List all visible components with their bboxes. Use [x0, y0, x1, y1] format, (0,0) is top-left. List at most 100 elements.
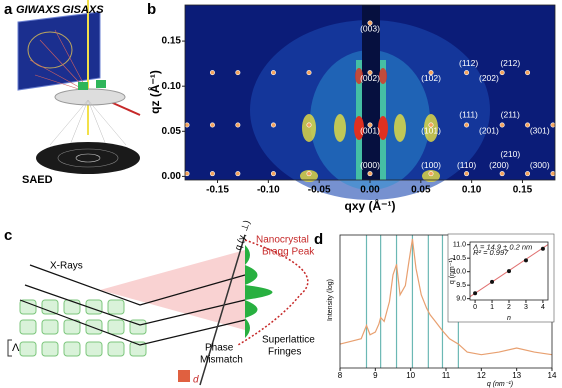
data-point	[270, 70, 276, 76]
annotation: (211)	[501, 109, 520, 119]
x-tick-label: 0.05	[411, 185, 431, 196]
y-tick-label: 9.5	[456, 282, 466, 289]
data-point	[464, 70, 470, 76]
annotation: (112)	[459, 58, 478, 68]
panel-label: d	[314, 231, 323, 248]
label: Superlattice	[262, 335, 315, 346]
y-tick-label: 11.0	[453, 242, 466, 249]
data-point	[550, 122, 556, 128]
x-tick-label: 10	[406, 371, 415, 380]
label: Bragg Peak	[262, 247, 315, 258]
panel-c-drawing	[7, 234, 309, 386]
annotation: (210)	[500, 149, 520, 159]
x-tick-label: 13	[512, 371, 521, 380]
annotation: (002)	[360, 73, 380, 83]
data-point	[499, 122, 505, 128]
data-point	[306, 70, 312, 76]
annotation: (000)	[360, 160, 380, 170]
y-tick-label: 0.00	[162, 171, 182, 182]
label: X-Rays	[50, 261, 83, 272]
annotation: (202)	[479, 73, 499, 83]
data-point	[306, 171, 312, 177]
data-line	[339, 238, 553, 356]
data-point	[490, 279, 495, 284]
annotation: (212)	[500, 58, 520, 68]
x-tick-label: -0.05	[308, 185, 331, 196]
annotation: (101)	[421, 126, 441, 136]
x-tick-label: 14	[548, 371, 557, 380]
data-point	[367, 171, 373, 177]
data-point	[525, 122, 531, 128]
data-point	[499, 70, 505, 76]
annotation: (301)	[530, 126, 550, 136]
data-point	[550, 171, 556, 177]
panel-label: b	[147, 1, 156, 18]
data-point	[428, 122, 434, 128]
x-tick-label: 3	[524, 304, 528, 311]
data-point	[473, 291, 478, 296]
annotation: (001)	[360, 126, 380, 136]
x-axis-label: n	[507, 315, 511, 322]
annotation: (102)	[421, 73, 441, 83]
data-point	[523, 258, 528, 263]
y-tick-label: 10.0	[452, 269, 466, 276]
x-tick-label: -0.10	[257, 185, 280, 196]
x-tick-label: 11	[442, 371, 451, 380]
data-point	[540, 246, 545, 251]
y-tick-label: 0.05	[162, 126, 182, 137]
axis-label: q (γ, ⊥)	[233, 219, 252, 251]
annotation: R² = 0.997	[473, 248, 509, 257]
label: Fringes	[268, 347, 301, 358]
data-point	[507, 269, 511, 274]
data-point	[209, 122, 215, 128]
label: SAED	[22, 174, 53, 186]
data-point	[209, 171, 215, 177]
data-point	[428, 171, 434, 177]
data-point	[499, 171, 505, 177]
x-tick-label: 4	[541, 304, 545, 311]
x-tick-label: 12	[477, 371, 486, 380]
annotation: (201)	[479, 126, 499, 136]
data-point	[184, 171, 190, 177]
annotation: (003)	[360, 24, 380, 34]
x-tick-label: 9	[373, 371, 378, 380]
x-tick-label: 8	[338, 371, 343, 380]
panel-label: a	[4, 1, 13, 18]
label: Λ	[12, 342, 20, 354]
x-tick-label: 1	[490, 304, 494, 311]
annotation: (100)	[421, 160, 441, 170]
y-axis-label: Intensity (log)	[327, 279, 334, 321]
x-tick-label: -0.15	[206, 185, 229, 196]
data-point	[306, 122, 312, 128]
y-tick-label: 0.15	[162, 36, 182, 47]
y-tick-label: 10.5	[452, 255, 466, 262]
annotation: (300)	[530, 160, 550, 170]
data-point	[235, 70, 241, 76]
label: Phase	[205, 343, 234, 354]
heatmap-background	[185, 5, 555, 200]
data-point	[270, 122, 276, 128]
annotation: (200)	[489, 160, 509, 170]
x-axis-label: qxy (Å⁻¹)	[345, 198, 396, 213]
data-point	[235, 122, 241, 128]
data-point	[464, 122, 470, 128]
annotation: Λ = 14.9 ± 0.2 nm	[472, 242, 532, 251]
label: Nanocrystal	[256, 235, 309, 246]
annotation: (110)	[457, 160, 476, 170]
inset-background	[447, 233, 555, 323]
x-tick-label: 2	[507, 304, 511, 311]
data-point	[464, 171, 470, 177]
x-tick-label: 0.00	[360, 185, 380, 196]
x-tick-label: 0	[473, 304, 477, 311]
y-axis-label: q (nm⁻¹)	[449, 258, 456, 284]
panel-a-drawing	[17, 0, 141, 174]
x-axis-label: q (nm⁻¹)	[487, 381, 513, 388]
label: Mismatch	[200, 355, 243, 366]
label: d	[193, 375, 199, 386]
panel-label: c	[4, 227, 12, 244]
label: GISAXS	[62, 4, 104, 16]
data-point	[525, 171, 531, 177]
data-point	[367, 122, 373, 128]
x-tick-label: 0.15	[513, 185, 533, 196]
data-point	[209, 70, 215, 76]
